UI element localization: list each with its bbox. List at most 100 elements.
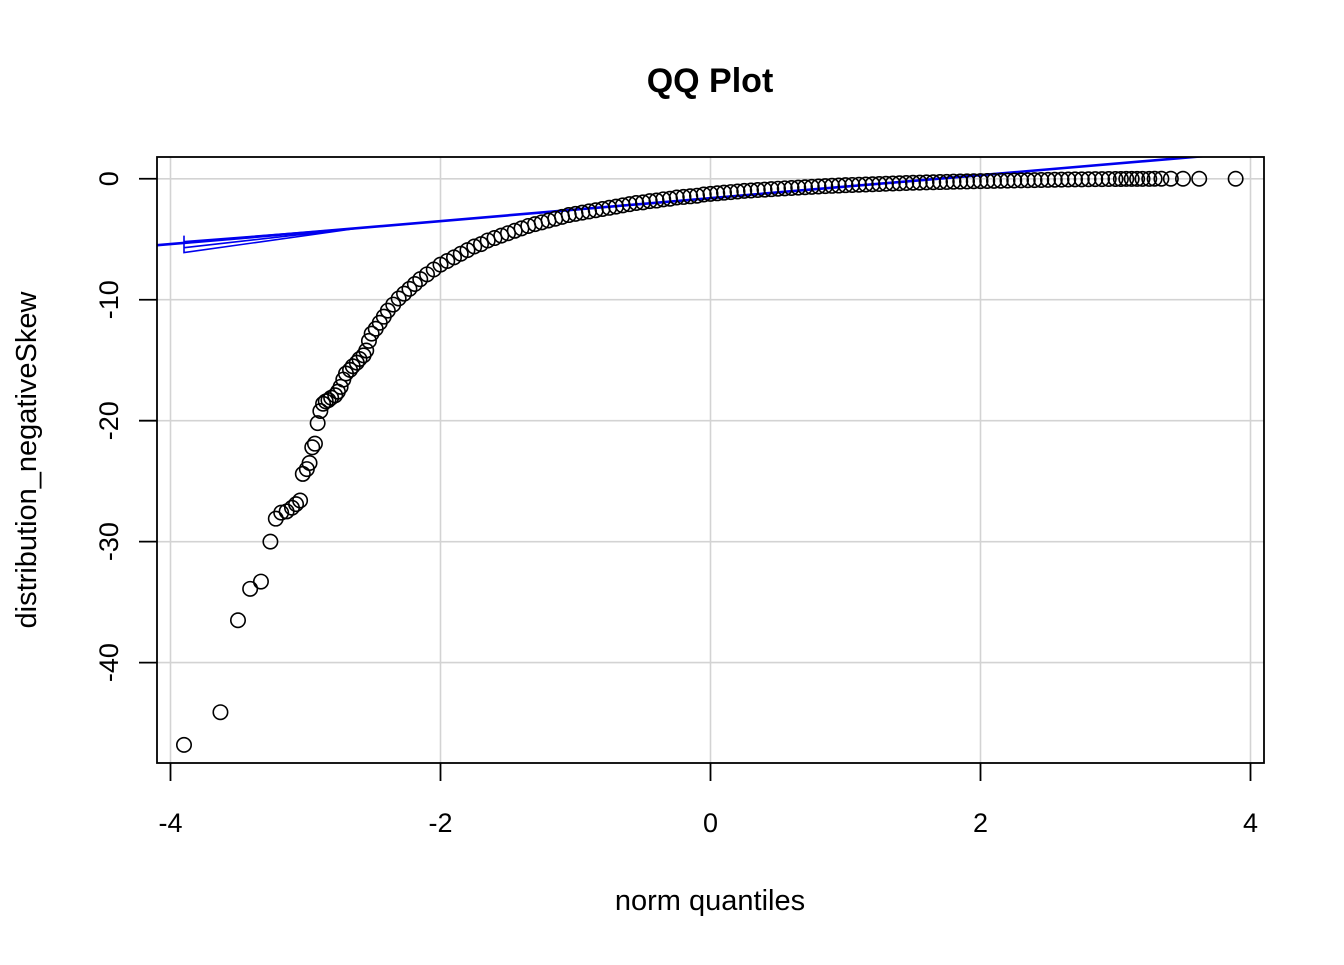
data-point — [918, 174, 935, 191]
data-point — [763, 181, 780, 198]
data-point — [262, 533, 279, 550]
data-point — [1033, 171, 1050, 188]
data-point — [992, 172, 1009, 189]
data-point — [803, 178, 820, 195]
data-point — [769, 180, 786, 197]
data-point — [230, 612, 247, 629]
data-point — [176, 736, 193, 753]
data-point — [301, 455, 318, 472]
data-point — [1107, 171, 1124, 188]
chart-title: QQ Plot — [647, 62, 774, 100]
data-point — [837, 177, 854, 194]
data-point — [1134, 170, 1151, 187]
x-tick-label: -4 — [158, 808, 182, 838]
data-point — [776, 180, 793, 197]
data-point — [1080, 171, 1097, 188]
data-point — [1019, 172, 1036, 189]
data-point — [1191, 170, 1208, 187]
x-tick-label: 0 — [703, 808, 718, 838]
data-point — [390, 290, 407, 307]
data-point — [817, 178, 834, 195]
data-point — [877, 175, 894, 192]
data-point — [736, 182, 753, 199]
data-point — [379, 302, 396, 319]
data-point — [1073, 171, 1090, 188]
data-point — [911, 174, 928, 191]
x-tick-label: 4 — [1243, 808, 1258, 838]
data-point — [972, 173, 989, 190]
data-point — [904, 174, 921, 191]
data-point — [252, 573, 269, 590]
data-point — [1060, 171, 1077, 188]
data-point — [952, 173, 969, 190]
data-point — [749, 182, 766, 199]
data-point — [401, 280, 418, 297]
grid-lines — [157, 157, 1264, 763]
data-point — [830, 177, 847, 194]
data-point — [327, 387, 344, 404]
data-point — [312, 403, 329, 420]
data-point — [1026, 172, 1043, 189]
data-point — [1141, 170, 1158, 187]
data-point — [360, 332, 377, 349]
data-point — [884, 175, 901, 192]
data-point — [385, 296, 402, 313]
data-point — [1053, 171, 1070, 188]
data-point — [1012, 172, 1029, 189]
y-tick-label: 0 — [94, 171, 124, 186]
data-point — [406, 276, 423, 293]
data-point — [396, 285, 413, 302]
data-point — [796, 179, 813, 196]
data-point — [925, 174, 942, 191]
data-point — [864, 176, 881, 193]
y-tick-label: -20 — [94, 401, 124, 440]
data-point — [898, 175, 915, 192]
data-point — [844, 176, 861, 193]
data-point — [1006, 172, 1023, 189]
data-point — [1175, 170, 1192, 187]
data-point — [1153, 170, 1170, 187]
y-axis-label: distribution_negativeSkew — [11, 290, 43, 628]
data-point — [1146, 170, 1163, 187]
x-axis: -4 -2 0 2 4 — [158, 763, 1258, 838]
y-axis: 0 -10 -20 -30 -40 — [94, 171, 157, 682]
data-point — [332, 378, 349, 395]
data-points — [176, 170, 1244, 753]
data-point — [358, 342, 375, 359]
data-point — [1087, 171, 1104, 188]
data-point — [931, 174, 948, 191]
data-point — [1040, 171, 1057, 188]
data-point — [292, 492, 309, 509]
data-point — [304, 439, 321, 456]
data-point — [756, 181, 773, 198]
data-point — [288, 496, 305, 513]
data-point — [1123, 170, 1140, 187]
data-point — [965, 173, 982, 190]
y-tick-label: -10 — [94, 280, 124, 319]
x-tick-label: 2 — [973, 808, 988, 838]
data-point — [938, 173, 955, 190]
data-point — [891, 175, 908, 192]
data-point — [1046, 171, 1063, 188]
data-point — [466, 238, 483, 255]
data-point — [212, 704, 229, 721]
data-point — [1094, 171, 1111, 188]
data-point — [242, 580, 259, 597]
y-tick-label: -30 — [94, 522, 124, 561]
data-point — [309, 415, 326, 432]
data-point — [857, 176, 874, 193]
data-point — [1067, 171, 1084, 188]
data-point — [945, 173, 962, 190]
data-point — [871, 175, 888, 192]
data-point — [823, 177, 840, 194]
data-point — [273, 504, 290, 521]
x-tick-label: -2 — [428, 808, 452, 838]
data-point — [1118, 170, 1135, 187]
data-point — [267, 510, 284, 527]
data-point — [306, 435, 323, 452]
x-axis-label: norm quantiles — [615, 885, 805, 917]
data-point — [810, 178, 827, 195]
data-point — [1162, 170, 1179, 187]
data-point — [850, 176, 867, 193]
